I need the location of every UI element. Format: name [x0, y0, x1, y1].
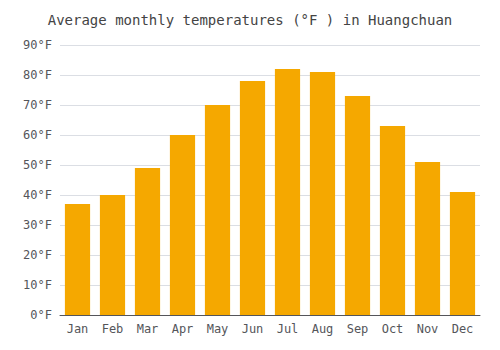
svg-text:Nov: Nov — [417, 322, 439, 336]
svg-text:Jul: Jul — [277, 322, 299, 336]
svg-text:Jun: Jun — [242, 322, 264, 336]
svg-text:Aug: Aug — [312, 322, 334, 336]
svg-text:80°F: 80°F — [23, 68, 52, 82]
svg-text:Apr: Apr — [172, 322, 194, 336]
svg-text:May: May — [207, 322, 229, 336]
svg-text:90°F: 90°F — [23, 38, 52, 52]
svg-text:60°F: 60°F — [23, 128, 52, 142]
svg-text:Sep: Sep — [347, 322, 369, 336]
svg-text:70°F: 70°F — [23, 98, 52, 112]
svg-text:Dec: Dec — [452, 322, 474, 336]
svg-text:10°F: 10°F — [23, 278, 52, 292]
svg-text:30°F: 30°F — [23, 218, 52, 232]
svg-text:Oct: Oct — [382, 322, 404, 336]
svg-text:Average monthly temperatures (: Average monthly temperatures (°F ) in Hu… — [48, 12, 453, 28]
svg-text:40°F: 40°F — [23, 188, 52, 202]
svg-text:Jan: Jan — [67, 322, 89, 336]
svg-text:Feb: Feb — [102, 322, 124, 336]
svg-text:Mar: Mar — [137, 322, 159, 336]
svg-text:0°F: 0°F — [30, 308, 52, 322]
svg-text:20°F: 20°F — [23, 248, 52, 262]
svg-text:50°F: 50°F — [23, 158, 52, 172]
